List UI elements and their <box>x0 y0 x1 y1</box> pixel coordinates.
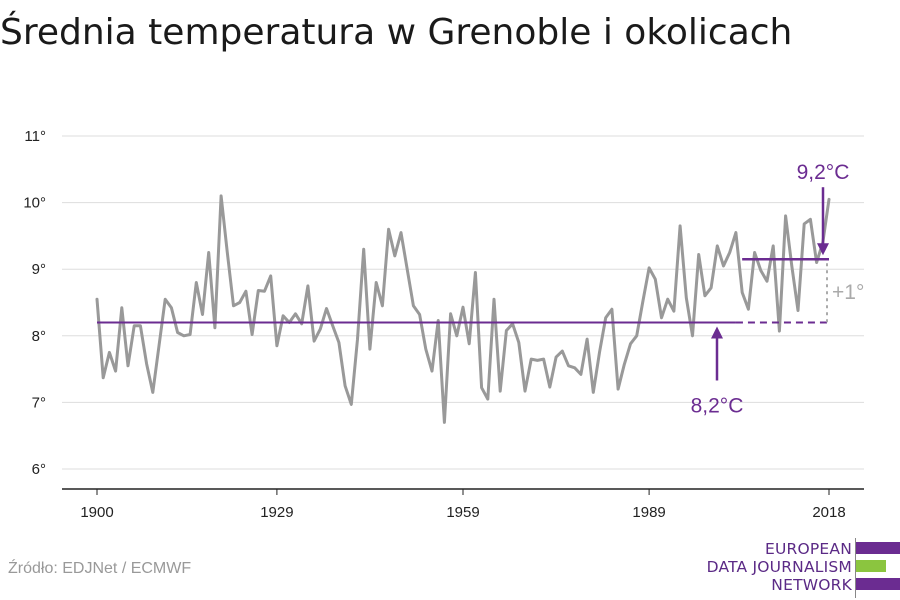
chart-title: Średnia temperatura w Grenoble i okolica… <box>0 12 793 53</box>
y-tick-label: 7° <box>32 394 46 411</box>
annotation-layer: +1° 8,2°C 9,2°C <box>97 161 864 417</box>
logo-divider <box>855 538 856 598</box>
x-tick-label: 2018 <box>812 504 845 521</box>
x-axis: 1900 1929 1959 1989 2018 <box>62 488 864 521</box>
edjnet-logo: EUROPEAN DATA JOURNALISM NETWORK <box>707 538 900 598</box>
logo-line-2: DATA JOURNALISM <box>706 558 852 576</box>
y-tick-label: 9° <box>32 261 46 278</box>
x-tick-label: 1929 <box>260 504 293 521</box>
x-tick-label: 1900 <box>80 504 113 521</box>
recent-label: 9,2°C <box>797 161 850 184</box>
logo-line-1: EUROPEAN <box>764 540 852 558</box>
source-note: Źródło: EDJNet / ECMWF <box>8 560 192 577</box>
y-tick-label: 8° <box>32 328 46 345</box>
logo-bar-bottom <box>856 578 900 590</box>
logo-bar-top <box>856 542 900 554</box>
series-line-0 <box>95 194 831 424</box>
recent-arrow-head <box>817 243 829 256</box>
logo-line-3: NETWORK <box>771 576 852 594</box>
logo-text: EUROPEAN DATA JOURNALISM NETWORK <box>707 540 852 594</box>
grid-lines <box>62 135 864 470</box>
x-tick-label: 1959 <box>446 504 479 521</box>
baseline-label: 8,2°C <box>691 394 744 417</box>
x-tick-label: 1989 <box>632 504 665 521</box>
series-layer <box>95 194 831 424</box>
y-axis-labels: 6° 7° 8° 9° 10° 11° <box>23 128 46 478</box>
baseline-arrow-head <box>711 326 723 339</box>
y-tick-label: 6° <box>32 461 46 478</box>
y-tick-label: 11° <box>24 128 46 145</box>
delta-label: +1° <box>832 281 864 304</box>
y-tick-label: 10° <box>23 195 46 212</box>
logo-bar-middle <box>856 560 886 572</box>
